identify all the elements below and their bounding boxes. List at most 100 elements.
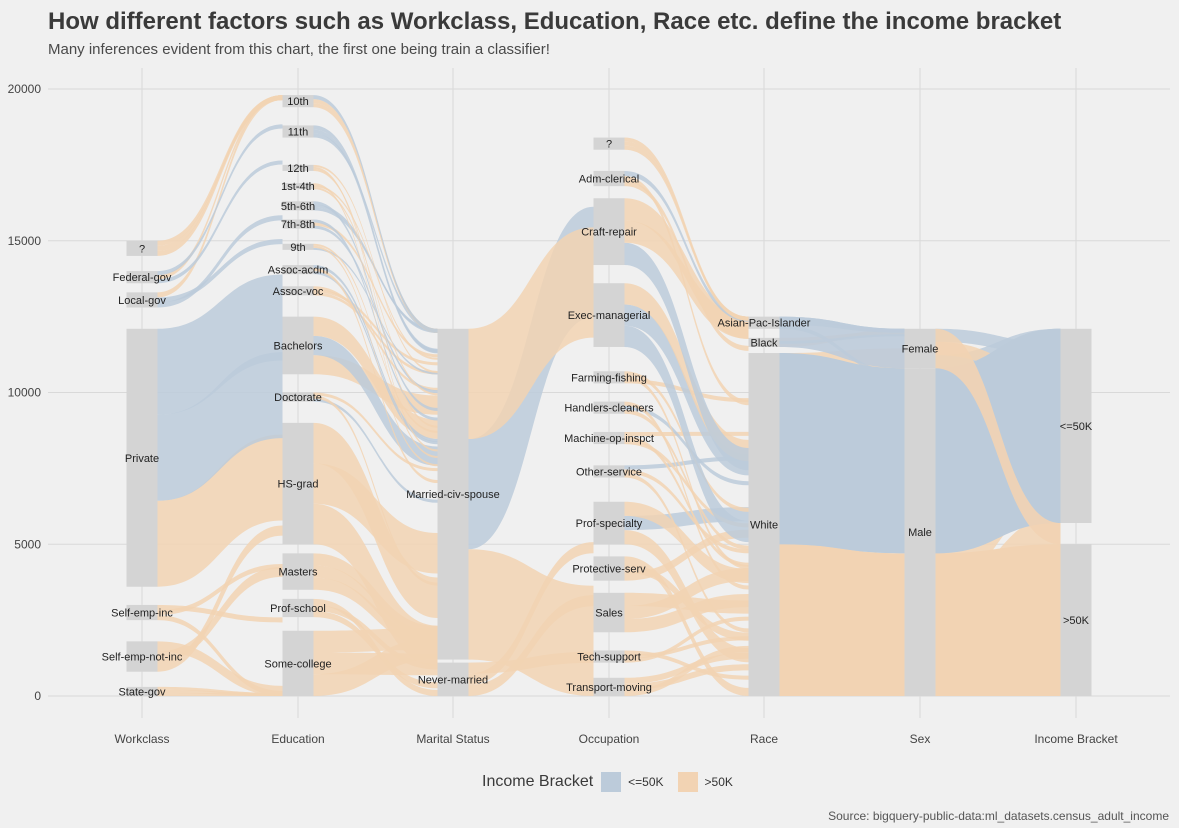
flow-ribbon <box>624 283 749 462</box>
flow-ribbon <box>313 243 438 433</box>
stratum-label: Never-married <box>418 674 488 686</box>
stratum-sex-female <box>904 328 936 369</box>
flow-ribbon <box>313 395 438 586</box>
flow-ribbon <box>624 145 749 321</box>
flow-ribbon <box>313 129 438 354</box>
stratum-label: Some-college <box>264 658 331 670</box>
y-tick-label: 0 <box>34 689 41 703</box>
flow-ribbon <box>157 686 283 696</box>
flow-ribbon <box>779 544 905 696</box>
stratum-workclass-self-emp-not-inc <box>126 641 158 672</box>
flow-ribbon <box>624 405 749 486</box>
flow-ribbon <box>935 544 1061 696</box>
stratum-workclass-local-gov <box>126 292 158 308</box>
flow-ribbon <box>157 434 283 587</box>
flow-ribbon <box>157 95 283 280</box>
stratum-label: State-gov <box>118 686 166 698</box>
flow-ribbon <box>624 436 749 567</box>
flow-ribbon <box>624 304 749 476</box>
flow-ribbon <box>624 401 749 590</box>
stratum-label: Exec-managerial <box>568 310 651 322</box>
flow-ribbon <box>624 529 749 581</box>
stratum-label: Sales <box>595 608 623 620</box>
stratum-label: Male <box>908 527 932 539</box>
source-caption: Source: bigquery-public-data:ml_datasets… <box>828 809 1169 823</box>
stratum-label: 1st-4th <box>281 181 315 193</box>
flow-ribbon <box>313 292 438 375</box>
stratum-label: Bachelors <box>274 340 323 352</box>
stratum-occupation-craft-repair <box>593 198 625 266</box>
stratum-label: Federal-gov <box>113 272 172 284</box>
stratum-race-white <box>748 353 780 696</box>
stratum-label: 10th <box>287 96 308 108</box>
chart-title: How different factors such as Workclass,… <box>48 8 1062 35</box>
stratum-label: Self-emp-not-inc <box>102 652 183 664</box>
stratum-sex-male <box>904 368 936 696</box>
stratum-label: 12th <box>287 163 308 175</box>
flow-ribbon <box>157 215 283 308</box>
flow-ribbon <box>313 422 438 618</box>
flow-ribbon <box>624 409 749 550</box>
chart-subtitle: Many inferences evident from this chart,… <box>48 41 550 58</box>
flow-ribbon <box>624 181 749 351</box>
flow-ribbon <box>313 398 438 503</box>
stratum-label: Married-civ-spouse <box>406 489 500 501</box>
stratum-label: Private <box>125 453 159 465</box>
stratum-workclass-private <box>126 328 158 587</box>
flow-ribbon <box>313 268 438 484</box>
stratum-label: Assoc-acdm <box>268 265 329 277</box>
flow-ribbon <box>313 289 438 366</box>
legend-key-high <box>677 772 698 792</box>
flow-ribbon <box>624 242 749 471</box>
stratum-label: Craft-repair <box>581 227 637 239</box>
stratum-marital-status-married-civ-spouse <box>437 328 469 660</box>
flow-ribbon <box>157 124 283 276</box>
x-tick-label: Marital Status <box>416 732 489 746</box>
stratum-label: 9th <box>290 242 305 254</box>
flow-ribbon <box>624 650 749 680</box>
flow-ribbon <box>624 170 749 322</box>
flow-ribbon <box>157 615 283 696</box>
flow-ribbon <box>313 222 438 358</box>
x-tick-label: Workclass <box>114 732 169 746</box>
flow-ribbon <box>624 456 749 470</box>
flow-ribbon <box>157 641 283 696</box>
stratum-layer <box>126 95 1092 696</box>
stratum-label: Local-gov <box>118 295 166 307</box>
stratum-education-assoc-acdm <box>282 265 314 275</box>
stratum-education-12th <box>282 164 314 171</box>
flow-layer <box>157 95 1061 696</box>
flow-ribbon <box>313 247 438 375</box>
stratum-label: <=50K <box>1060 421 1093 433</box>
stratum-education-7th-8th <box>282 219 314 229</box>
stratum-label: Female <box>902 343 939 355</box>
flow-ribbon <box>624 616 749 663</box>
flow-ribbon <box>624 469 749 554</box>
stratum-occupation-transport-moving <box>593 677 625 696</box>
stratum-income-bracket-50k <box>1060 328 1092 524</box>
stratum-label: 11th <box>288 126 309 138</box>
flow-ribbon <box>157 563 283 616</box>
flow-ribbon <box>157 239 283 303</box>
flow-ribbon <box>624 556 749 696</box>
flow-ribbon <box>157 525 283 672</box>
stratum-label: Handlers-cleaners <box>564 403 654 415</box>
stratum-race-black <box>748 337 780 347</box>
x-tick-label: Race <box>750 732 778 746</box>
stratum-label: ? <box>139 243 145 255</box>
y-tick-label: 20000 <box>8 82 42 96</box>
flow-ribbon <box>313 598 438 696</box>
stratum-occupation-tech-support <box>593 650 625 663</box>
stratum-label: 5th-6th <box>281 201 315 213</box>
flow-ribbon <box>624 176 749 406</box>
flow-ribbon <box>313 503 438 667</box>
flow-ribbon <box>313 187 438 396</box>
y-tick-label: 5000 <box>14 537 41 551</box>
flow-ribbon <box>157 95 283 246</box>
stratum-label: Machine-op-inspct <box>564 433 654 445</box>
flow-ribbon <box>313 392 438 472</box>
stratum-marital-status-never-married <box>437 662 469 696</box>
stratum-education-1st-4th <box>282 183 314 190</box>
stratum-label: Prof-school <box>270 603 326 615</box>
